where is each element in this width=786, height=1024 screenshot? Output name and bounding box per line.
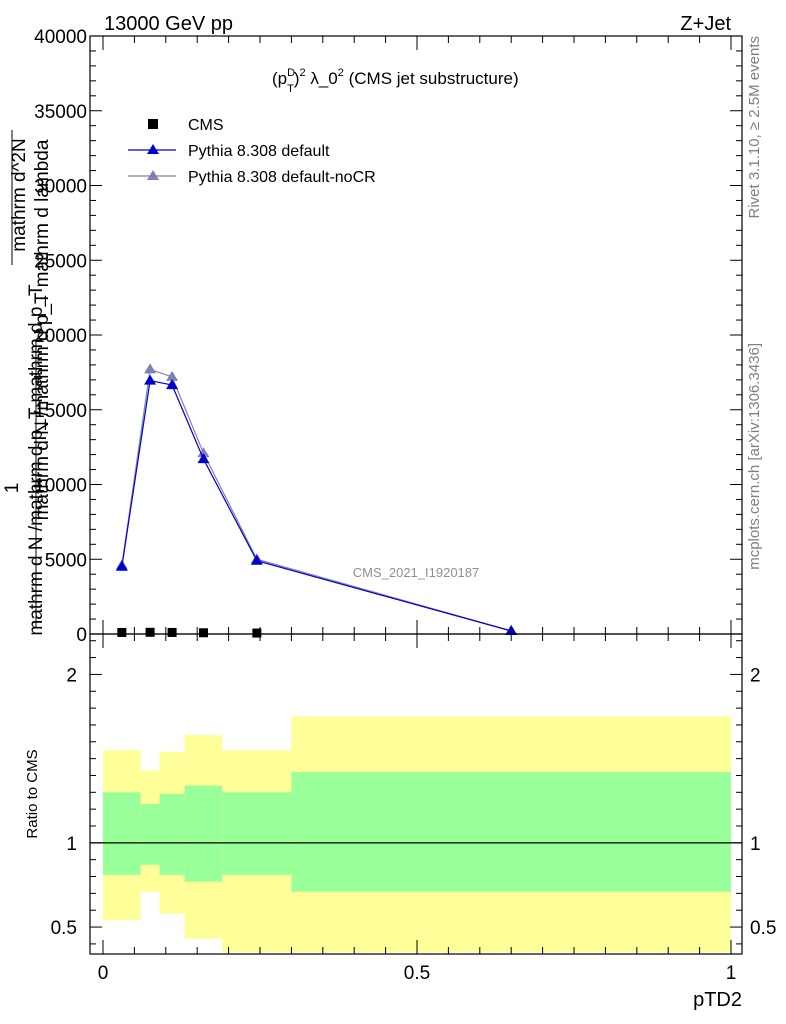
main-y-axis-label: mathrm d N /mathrm d p_T mathrm d lambda…: [2, 130, 53, 636]
x-tick-label: 0.5: [404, 963, 430, 984]
legend-cms-label: CMS: [188, 117, 224, 134]
ratio-y-tick-label: 2: [66, 665, 77, 686]
series-2-point: [166, 370, 179, 381]
series-2-point: [144, 363, 157, 374]
ratio-y-tick-label: 0.5: [51, 918, 77, 939]
ratio-inner-band: [222, 792, 292, 875]
series-1-point: [250, 554, 263, 565]
ratio-y-axis-label: Ratio to CMS: [24, 749, 41, 838]
ratio-inner-band: [140, 804, 160, 865]
legend-nocr-marker: [147, 170, 159, 180]
main-series: [115, 363, 518, 638]
legend-cms-marker: [148, 119, 158, 129]
main-y-tick-label: 20000: [34, 326, 87, 347]
ratio-axes: 0.5 0.5 1 1 2 2 0 0.5 1: [51, 634, 776, 984]
legend: CMS Pythia 8.308 default Pythia 8.308 de…: [128, 117, 376, 186]
ratio-inner-band: [103, 792, 141, 875]
series-1-point: [115, 560, 128, 571]
cms-data-point: [117, 627, 127, 637]
main-title: (pD T)2 λ_02 (CMS jet substructure): [272, 67, 519, 95]
x-tick-label: 0: [98, 963, 109, 984]
series-1-point: [166, 379, 179, 390]
ratio-bands: [90, 716, 742, 953]
ylabel-line-1: mathrm d^2N: [9, 138, 30, 251]
main-y-tick-label: 30000: [34, 177, 87, 198]
series-2-point: [197, 447, 210, 458]
ratio-panel: 0.5 0.5 1 1 2 2 0 0.5 1 Ratio to CMS pTD2: [24, 633, 776, 1011]
cms-data-point: [145, 627, 155, 637]
series-1-point: [505, 625, 518, 636]
x-tick-label: 1: [726, 963, 737, 984]
legend-default-label: Pythia 8.308 default: [188, 143, 330, 160]
series-1-point: [144, 374, 157, 385]
main-y-tick-label: 15000: [34, 401, 87, 422]
main-y-tick-label: 0: [76, 625, 87, 646]
ratio-inner-band: [291, 772, 731, 892]
ratio-frame: [89, 633, 743, 955]
legend-nocr-label: Pythia 8.308 default-noCR: [188, 169, 376, 186]
ylabel-line-3: mathrm d N /mathrm d p_T mathrm d p_T: [26, 284, 47, 636]
cms-data-point: [252, 628, 262, 638]
main-y-tick-label: 25000: [34, 251, 87, 272]
header-left: 13000 GeV pp: [104, 13, 233, 35]
ratio-inner-band: [184, 785, 223, 882]
ratio-y-tick-label-right: 0.5: [750, 918, 776, 939]
ratio-y-tick-label-right: 1: [750, 834, 761, 855]
legend-default-marker: [147, 144, 159, 154]
ylabel-line-2: 1: [2, 483, 23, 494]
main-y-tick-label: 5000: [45, 550, 87, 571]
x-axis-label: pTD2: [693, 989, 742, 1011]
cms-data-point: [167, 627, 177, 637]
main-y-axis: 0 5000 10000 15000 20000 25000 30000 35000 40000: [34, 27, 742, 646]
main-y-tick-label: 35000: [34, 102, 87, 123]
mcplots-label: mcplots.cern.ch [arXiv:1306.3436]: [746, 343, 763, 570]
watermark-label: CMS_2021_I1920187: [353, 565, 480, 580]
rivet-label: Rivet 3.1.10, ≥ 2.5M events: [746, 36, 763, 219]
header-right: Z+Jet: [680, 13, 731, 35]
ratio-inner-band: [159, 794, 185, 875]
main-y-tick-label: 40000: [34, 27, 87, 48]
series-line-1: [121, 379, 512, 632]
ratio-y-tick-label-right: 2: [750, 665, 761, 686]
series-1-point: [197, 453, 210, 464]
ratio-y-tick-label: 1: [66, 834, 77, 855]
cms-data-point: [198, 628, 208, 638]
ylabel-line-0: mathrm d N /mathrm d p_T mathrm d lambda: [32, 139, 53, 520]
series-line-2: [121, 368, 512, 632]
main-panel: CMS_2021_I1920187 0 5000 10000 15000 20000 25…: [34, 27, 743, 646]
main-y-tick-label: 10000: [34, 476, 87, 497]
